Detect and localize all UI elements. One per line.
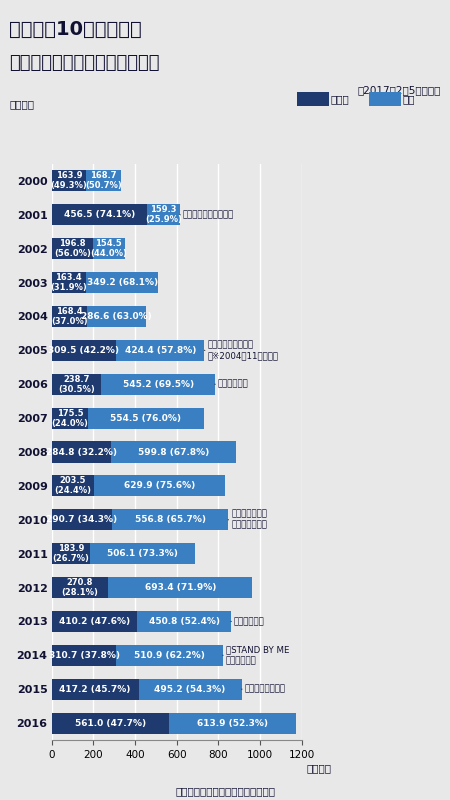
- Bar: [52, 306, 87, 327]
- Text: アニメ: アニメ: [331, 94, 350, 104]
- Text: 238.7
(30.5%): 238.7 (30.5%): [58, 374, 95, 394]
- Bar: [108, 577, 252, 598]
- Text: 417.2 (45.7%): 417.2 (45.7%): [59, 685, 131, 694]
- Bar: [90, 543, 195, 564]
- Text: 203.5
(24.4%): 203.5 (24.4%): [54, 476, 91, 495]
- Text: 561.0 (47.7%): 561.0 (47.7%): [75, 718, 146, 727]
- Text: 554.5 (76.0%): 554.5 (76.0%): [111, 414, 181, 422]
- Text: 309.5 (42.2%): 309.5 (42.2%): [49, 346, 119, 355]
- Bar: [88, 408, 204, 429]
- Bar: [93, 238, 125, 259]
- Bar: [52, 408, 88, 429]
- Text: 163.9
(49.3%): 163.9 (49.3%): [50, 171, 87, 190]
- Bar: [52, 678, 139, 700]
- Text: 実写: 実写: [403, 94, 415, 104]
- Text: 168.7
(50.7%): 168.7 (50.7%): [85, 171, 122, 190]
- Text: 『千と千尋の神隠し』: 『千と千尋の神隠し』: [180, 210, 234, 219]
- Bar: [147, 204, 180, 226]
- Text: 163.4
(31.9%): 163.4 (31.9%): [50, 273, 87, 292]
- Text: 興行収入10億円以上の: 興行収入10億円以上の: [9, 20, 142, 39]
- Text: 284.8 (32.2%): 284.8 (32.2%): [46, 447, 117, 457]
- Text: 175.5
(24.0%): 175.5 (24.0%): [52, 409, 89, 428]
- Text: 『借りぐらしの
アリエッティ』: 『借りぐらしの アリエッティ』: [228, 510, 267, 530]
- Bar: [52, 170, 86, 191]
- Bar: [52, 713, 168, 734]
- Bar: [52, 204, 147, 226]
- Text: 『妖怪ウォッチ』: 『妖怪ウォッチ』: [242, 685, 286, 694]
- Bar: [87, 306, 146, 327]
- Text: 日本映画におけるアニメの割合: 日本映画におけるアニメの割合: [9, 54, 159, 71]
- X-axis label: （億円）: （億円）: [306, 763, 332, 773]
- Text: 424.4 (57.8%): 424.4 (57.8%): [125, 346, 196, 355]
- Text: 196.8
(56.0%): 196.8 (56.0%): [54, 239, 90, 258]
- Bar: [52, 374, 101, 394]
- Text: （2017年2月5日現在）: （2017年2月5日現在）: [358, 86, 441, 96]
- Text: 286.6 (63.0%): 286.6 (63.0%): [81, 312, 152, 321]
- Bar: [168, 713, 296, 734]
- Text: （日本映画産業統計をもとに作成）: （日本映画産業統計をもとに作成）: [175, 786, 275, 796]
- Text: 456.5 (74.1%): 456.5 (74.1%): [63, 210, 135, 219]
- Text: 『ハウルの動く城』
（※2004年11月公開）: 『ハウルの動く城』 （※2004年11月公開）: [204, 340, 279, 361]
- Bar: [52, 238, 93, 259]
- Bar: [86, 272, 158, 293]
- Text: 510.9 (62.2%): 510.9 (62.2%): [134, 650, 205, 660]
- Bar: [52, 611, 137, 632]
- Bar: [52, 340, 116, 361]
- Text: 『ゲド戦記』: 『ゲド戦記』: [215, 380, 249, 389]
- Text: 154.5
(44.0%): 154.5 (44.0%): [90, 239, 127, 258]
- Text: 613.9 (52.3%): 613.9 (52.3%): [197, 718, 268, 727]
- Bar: [52, 475, 94, 496]
- Bar: [94, 475, 225, 496]
- Text: 159.3
(25.9%): 159.3 (25.9%): [145, 206, 182, 224]
- Text: 290.7 (34.3%): 290.7 (34.3%): [46, 515, 117, 524]
- Text: 270.8
(28.1%): 270.8 (28.1%): [62, 578, 99, 597]
- Bar: [52, 645, 117, 666]
- Bar: [52, 543, 90, 564]
- Text: 495.2 (54.3%): 495.2 (54.3%): [154, 685, 226, 694]
- Bar: [86, 170, 121, 191]
- Bar: [101, 374, 215, 394]
- Bar: [112, 510, 228, 530]
- Text: 349.2 (68.1%): 349.2 (68.1%): [86, 278, 158, 287]
- Text: （年度）: （年度）: [9, 99, 34, 110]
- Text: 168.4
(37.0%): 168.4 (37.0%): [51, 307, 88, 326]
- Text: 『風立ちぬ』: 『風立ちぬ』: [231, 617, 265, 626]
- Text: 506.1 (73.3%): 506.1 (73.3%): [107, 549, 178, 558]
- Bar: [139, 678, 242, 700]
- Bar: [137, 611, 231, 632]
- Text: 410.2 (47.6%): 410.2 (47.6%): [59, 617, 130, 626]
- Text: 556.8 (65.7%): 556.8 (65.7%): [135, 515, 206, 524]
- Bar: [111, 442, 236, 462]
- Text: 310.7 (37.8%): 310.7 (37.8%): [49, 650, 120, 660]
- Bar: [116, 340, 204, 361]
- Text: 183.9
(26.7%): 183.9 (26.7%): [53, 544, 89, 563]
- Bar: [52, 272, 86, 293]
- Bar: [52, 510, 112, 530]
- Text: 450.8 (52.4%): 450.8 (52.4%): [148, 617, 220, 626]
- Text: 693.4 (71.9%): 693.4 (71.9%): [144, 583, 216, 592]
- Text: 『STAND BY ME
ドラえもん』: 『STAND BY ME ドラえもん』: [223, 646, 289, 666]
- Text: 599.8 (67.8%): 599.8 (67.8%): [138, 447, 209, 457]
- Bar: [52, 442, 111, 462]
- Text: 545.2 (69.5%): 545.2 (69.5%): [122, 380, 194, 389]
- Bar: [117, 645, 223, 666]
- Text: 629.9 (75.6%): 629.9 (75.6%): [124, 482, 195, 490]
- Bar: [52, 577, 108, 598]
